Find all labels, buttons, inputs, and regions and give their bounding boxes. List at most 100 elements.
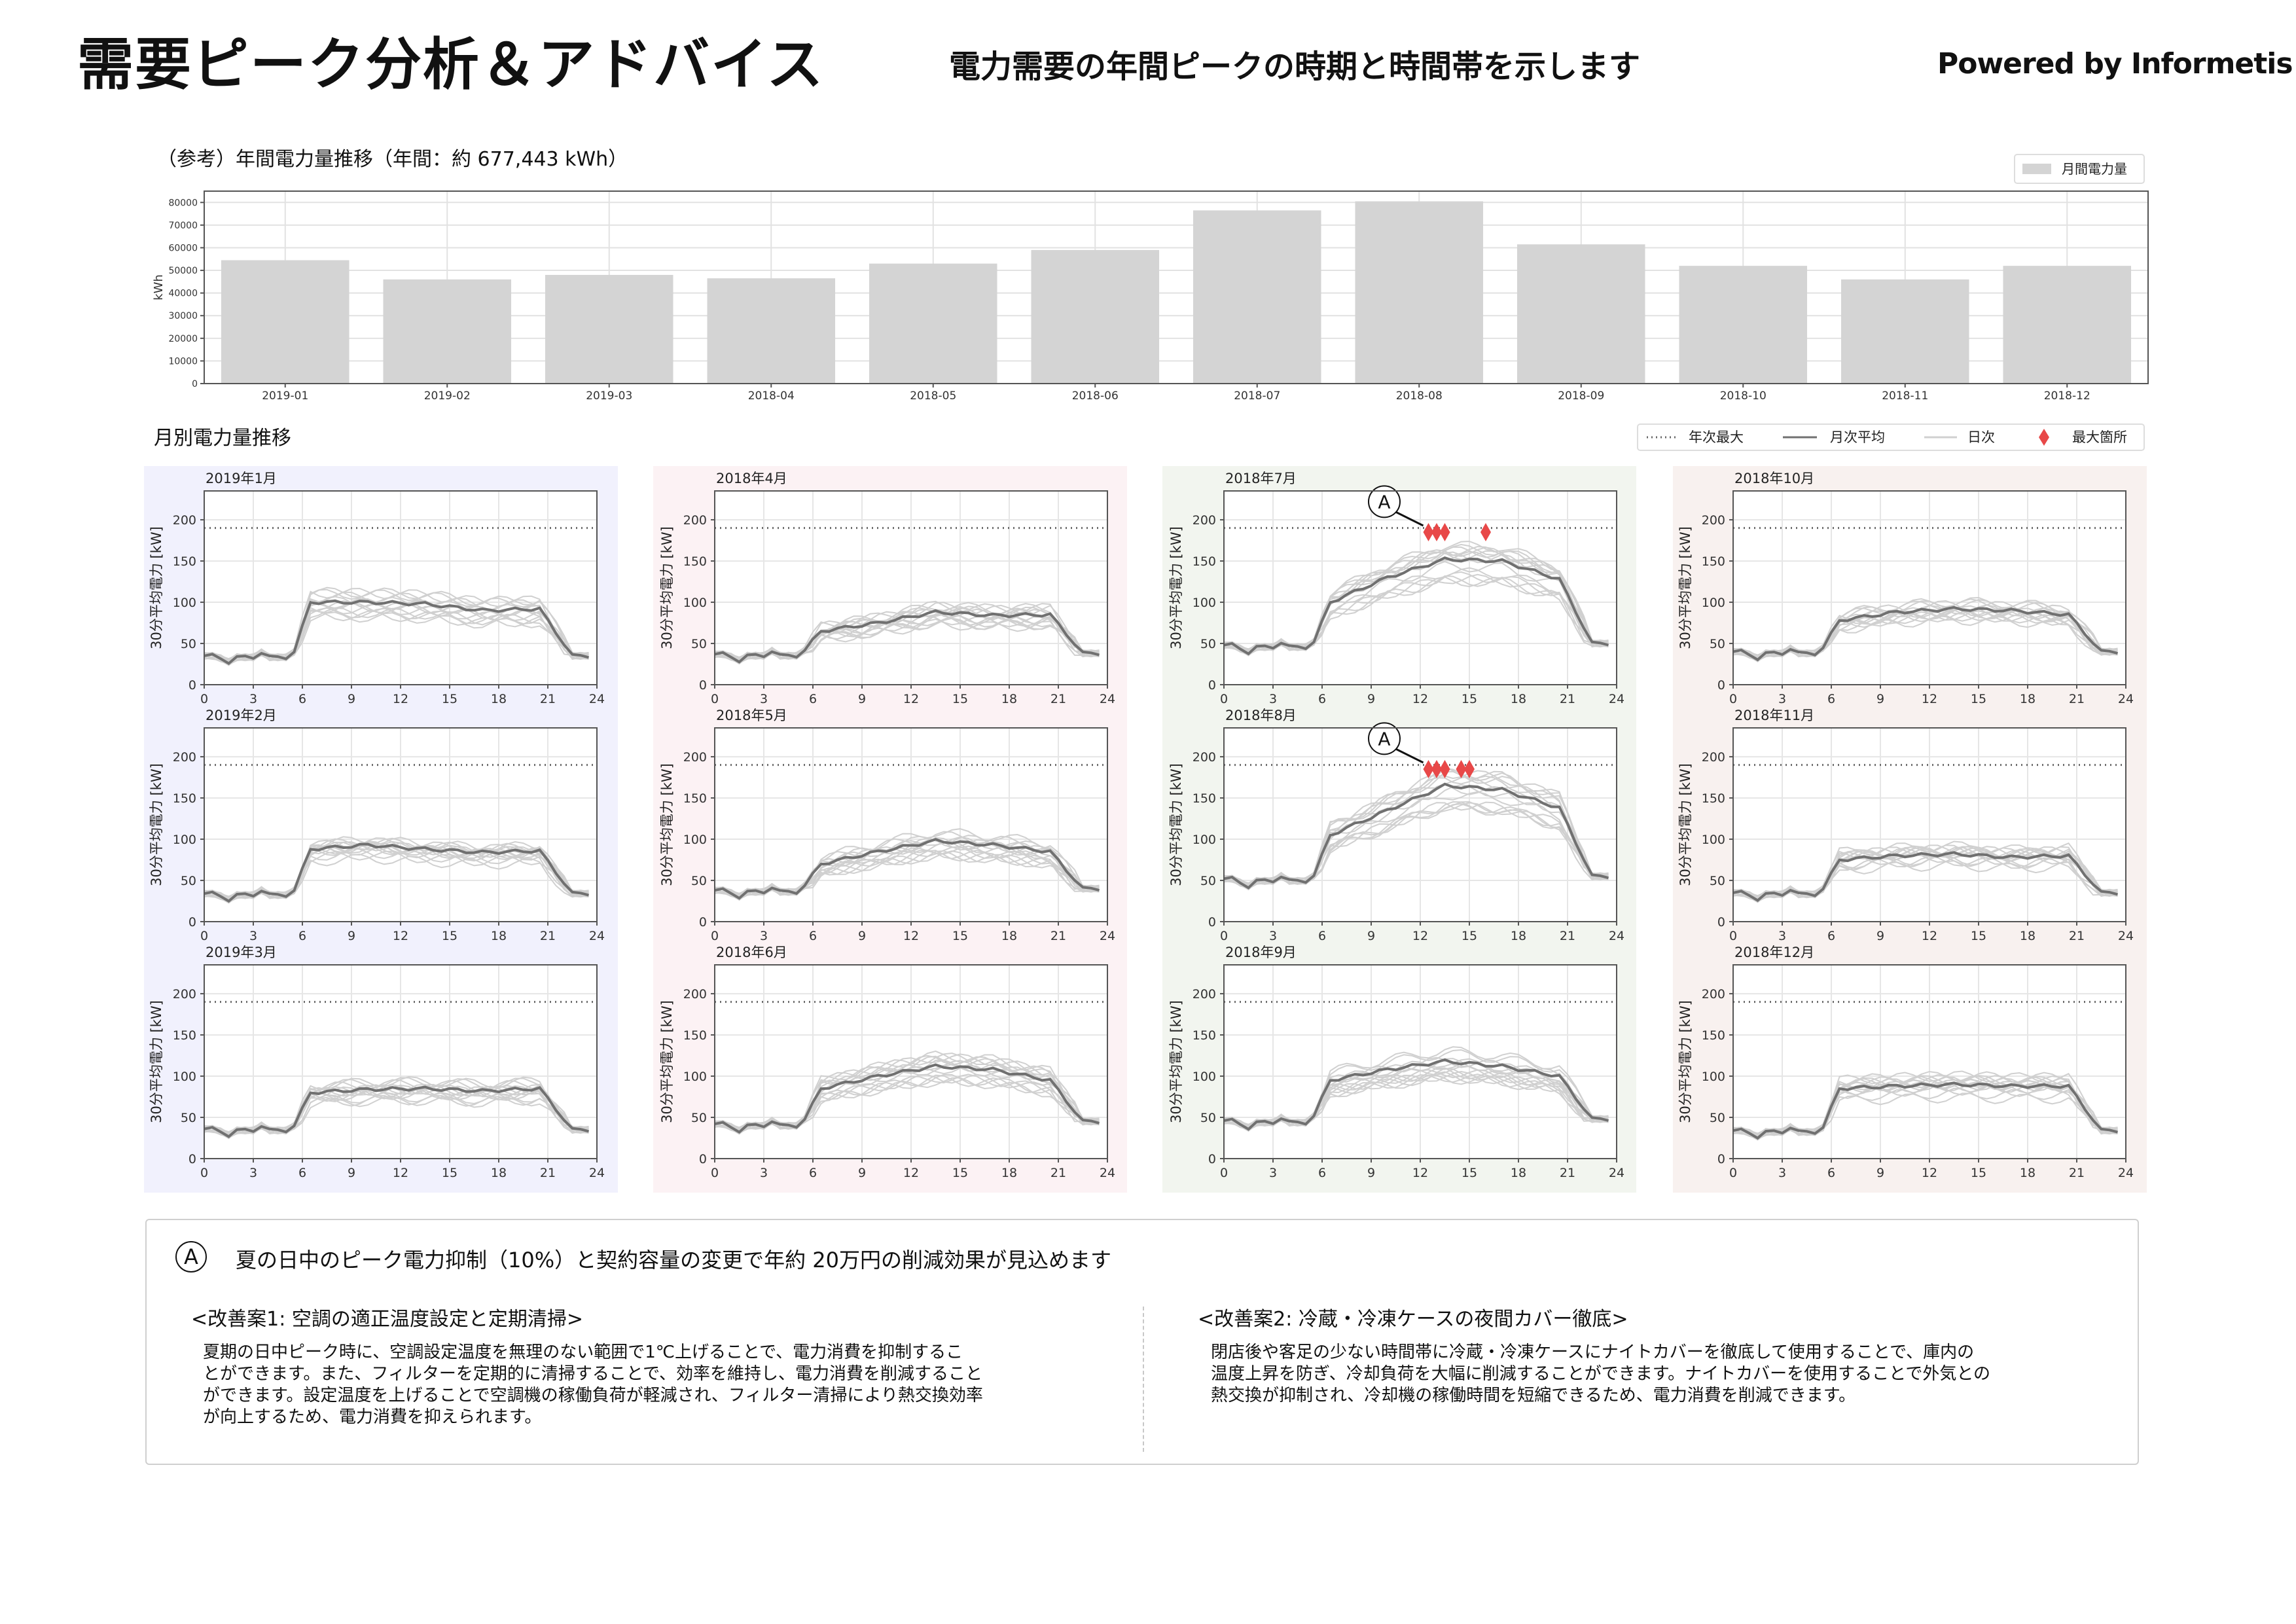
- panel-xtick-label: 18: [1001, 692, 1017, 706]
- panel-xtick-label: 12: [1922, 1166, 1937, 1180]
- month-panel: 0 50 100 150 200 0 3 6 9 12 15 18 21 24 30分平均電力 [kW] 20…: [659, 708, 1115, 943]
- plan1-line: 夏期の日中ピーク時に、空調設定温度を無理のない範囲で1℃上げることで、電力消費を…: [203, 1343, 963, 1362]
- panel-xtick-label: 12: [903, 1166, 919, 1180]
- panel-xtick-label: 24: [2118, 692, 2134, 706]
- peak-annotation-arrow: [1393, 510, 1424, 527]
- annual-ytick-label: 40000: [168, 289, 198, 299]
- panel-xtick-label: 3: [249, 692, 257, 706]
- daily-series: [1732, 1079, 2118, 1138]
- annual-legend-label: 月間電力量: [2062, 161, 2127, 177]
- monthly-mean-series: [1223, 1058, 1609, 1131]
- panel-xtick-label: 21: [540, 929, 556, 943]
- panel-ytick-label: 150: [173, 791, 196, 806]
- panel-xtick-label: 15: [952, 929, 968, 943]
- panel-xtick-label: 9: [348, 692, 355, 706]
- panel-xtick-label: 3: [1269, 692, 1277, 706]
- panel-xtick-label: 9: [858, 692, 866, 706]
- month-panel: A 0 50 100 150 200 0 3 6 9 12 15 18 21 24 30分平均電力 [kW] 2…: [1168, 471, 1624, 706]
- daily-series: [714, 850, 1100, 899]
- panel-ylabel: 30分平均電力 [kW]: [1168, 1000, 1184, 1123]
- month-panel: 0 50 100 150 200 0 3 6 9 12 15 18 21 24 30分平均電力 [kW] 20…: [1677, 708, 2134, 943]
- annual-bar: [221, 260, 350, 384]
- panel-xtick-label: 18: [2020, 1166, 2036, 1180]
- panel-xtick-label: 12: [903, 692, 919, 706]
- panel-xtick-label: 24: [589, 1166, 605, 1180]
- panel-xtick-label: 24: [2118, 929, 2134, 943]
- panel-title: 2018年4月: [716, 471, 787, 486]
- panel-ytick-label: 150: [1702, 791, 1725, 806]
- panel-xtick-label: 6: [809, 692, 817, 706]
- panel-xtick-label: 24: [1100, 692, 1115, 706]
- panel-xtick-label: 6: [809, 1166, 817, 1180]
- panel-ylabel: 30分平均電力 [kW]: [659, 1000, 675, 1123]
- panel-xtick-label: 12: [1412, 1166, 1428, 1180]
- panel-xtick-label: 9: [348, 929, 355, 943]
- panel-xtick-label: 3: [1778, 692, 1786, 706]
- annual-xtick-label: 2018-12: [2044, 389, 2090, 403]
- panel-ytick-label: 200: [683, 987, 707, 1001]
- daily-series: [1223, 1056, 1609, 1127]
- peak-annotation-circle: [1368, 722, 1401, 755]
- panel-xtick-label: 24: [1100, 1166, 1115, 1180]
- month-panel: A 0 50 100 150 200 0 3 6 9 12 15 18 21 24 30分平均電力 [kW] 2…: [1168, 708, 1624, 943]
- panel-ytick-label: 100: [1193, 833, 1216, 847]
- panel-xtick-label: 0: [200, 929, 208, 943]
- panel-xtick-label: 15: [442, 1166, 457, 1180]
- panel-xtick-label: 3: [760, 929, 768, 943]
- month-panel: 0 50 100 150 200 0 3 6 9 12 15 18 21 24 30分平均電力 [kW] 20…: [659, 471, 1115, 706]
- annual-ytick-label: 60000: [168, 243, 198, 253]
- plan1-title: <改善案1: 空調の適正温度設定と定期清掃>: [191, 1308, 584, 1331]
- annual-bar: [1679, 266, 1808, 384]
- panel-xtick-label: 6: [298, 929, 306, 943]
- panel-xtick-label: 6: [1827, 1166, 1835, 1180]
- panel-title: 2018年7月: [1225, 471, 1297, 486]
- panel-xtick-label: 21: [540, 692, 556, 706]
- panel-xtick-label: 6: [1827, 929, 1835, 943]
- annual-xtick-label: 2018-07: [1234, 389, 1280, 403]
- panel-xtick-label: 9: [1876, 692, 1884, 706]
- page-subtitle: 電力需要の年間ピークの時期と時間帯を示します: [949, 48, 1641, 85]
- panel-ytick-label: 50: [1200, 637, 1216, 651]
- panel-xtick-label: 9: [858, 1166, 866, 1180]
- annual-ytick-label: 30000: [168, 311, 198, 321]
- panel-xtick-label: 15: [1971, 692, 1986, 706]
- panel-ytick-label: 0: [1717, 915, 1725, 929]
- monthly-mean-series: [714, 838, 1100, 900]
- panel-title: 2018年9月: [1225, 945, 1297, 960]
- panel-ytick-label: 50: [1710, 874, 1725, 888]
- peak-marker: [1480, 522, 1491, 541]
- panel-xtick-label: 12: [1922, 692, 1937, 706]
- panel-ytick-label: 100: [173, 596, 196, 610]
- panel-xtick-label: 9: [1367, 692, 1375, 706]
- peak-marker: [1423, 759, 1434, 778]
- panel-xtick-label: 24: [1100, 929, 1115, 943]
- panel-ytick-label: 50: [181, 637, 196, 651]
- panel-title: 2018年8月: [1225, 708, 1297, 723]
- panel-ytick-label: 200: [683, 750, 707, 765]
- month-panel: 0 50 100 150 200 0 3 6 9 12 15 18 21 24 30分平均電力 [kW] 20…: [659, 945, 1115, 1180]
- panel-xtick-label: 0: [200, 1166, 208, 1180]
- panel-xtick-label: 12: [393, 929, 408, 943]
- panel-xtick-label: 9: [1876, 929, 1884, 943]
- page-title: 需要ピーク分析＆アドバイス: [77, 32, 825, 98]
- panel-ytick-label: 100: [683, 833, 707, 847]
- panel-xtick-label: 6: [1318, 692, 1326, 706]
- panel-xtick-label: 6: [1827, 692, 1835, 706]
- panel-xtick-label: 0: [1220, 692, 1228, 706]
- panel-xtick-label: 12: [1412, 929, 1428, 943]
- panel-xtick-label: 15: [1971, 1166, 1986, 1180]
- panel-xtick-label: 24: [589, 929, 605, 943]
- annual-xtick-label: 2019-03: [586, 389, 632, 403]
- panel-xtick-label: 18: [491, 929, 507, 943]
- panel-ytick-label: 150: [683, 554, 707, 569]
- annual-xtick-label: 2018-11: [1882, 389, 1928, 403]
- plan2-line: 温度上昇を防ぎ、冷却負荷を大幅に削減することができます。ナイトカバーを使用するこ…: [1211, 1364, 1991, 1384]
- daily-series: [714, 617, 1100, 662]
- panel-xtick-label: 15: [442, 929, 457, 943]
- panel-ytick-label: 150: [1193, 791, 1216, 806]
- daily-series: [1223, 550, 1609, 652]
- panel-ytick-label: 0: [1717, 678, 1725, 693]
- panel-xtick-label: 3: [760, 692, 768, 706]
- panel-xtick-label: 15: [442, 692, 457, 706]
- panel-ylabel: 30分平均電力 [kW]: [1168, 526, 1184, 649]
